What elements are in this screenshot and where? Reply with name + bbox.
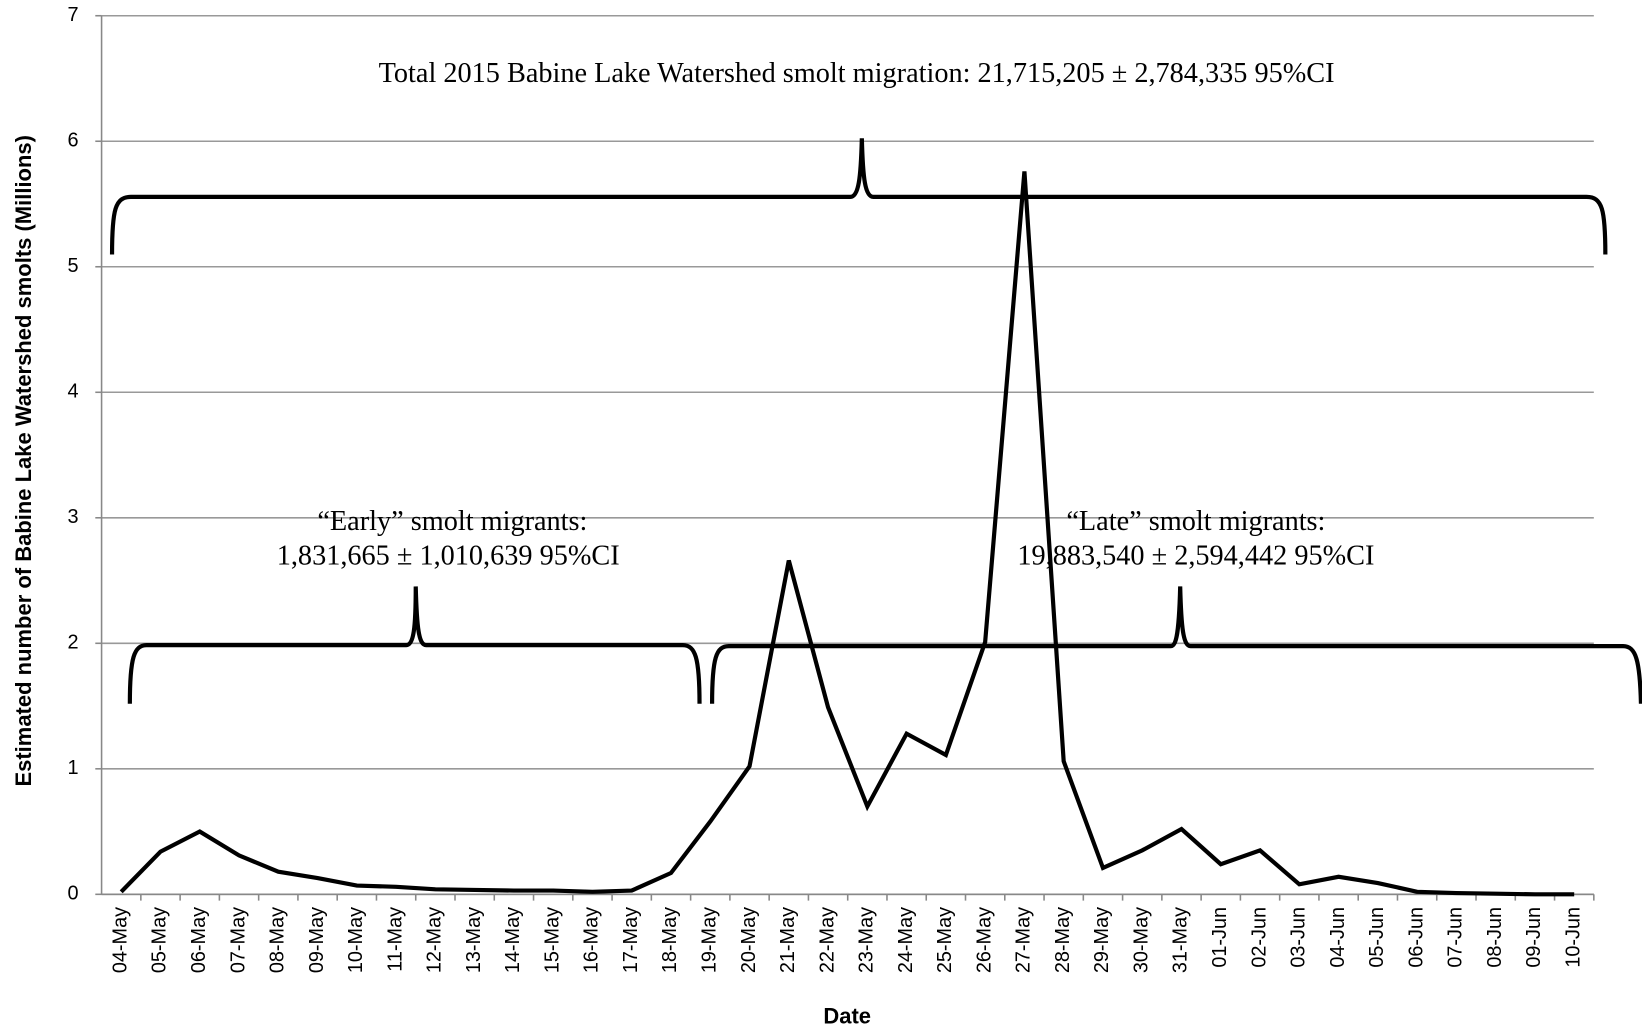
x-tick-label: 17-May — [620, 907, 642, 973]
x-tick-label: 08-May — [267, 907, 289, 973]
x-tick-label: 27-May — [1013, 907, 1035, 973]
x-tick-label: 30-May — [1130, 907, 1152, 973]
late-annotation: “Late” smolt migrants: — [1066, 506, 1325, 537]
x-tick-label: 02-Jun — [1248, 907, 1270, 968]
x-tick-label: 21-May — [777, 907, 799, 973]
x-tick-label: 26-May — [973, 907, 995, 973]
x-tick-label: 12-May — [424, 907, 446, 973]
x-tick-label: 16-May — [581, 907, 603, 973]
y-tick-label: 2 — [67, 632, 78, 654]
y-tick-label: 5 — [67, 255, 78, 277]
x-tick-label: 15-May — [541, 907, 563, 973]
y-tick-label: 0 — [67, 883, 78, 905]
x-tick-label: 09-May — [306, 907, 328, 973]
x-tick-label: 09-Jun — [1523, 907, 1545, 968]
x-tick-label: 11-May — [384, 907, 406, 972]
y-axis-label: Estimated number of Babine Lake Watershe… — [11, 135, 36, 787]
x-tick-label: 06-Jun — [1405, 907, 1427, 968]
early-annotation: “Early” smolt migrants: — [317, 506, 587, 537]
early-annotation: 1,831,665 ± 1,010,639 95%CI — [277, 541, 620, 572]
x-tick-label: 07-May — [227, 907, 249, 973]
late-brace — [709, 586, 1642, 704]
x-tick-label: 03-Jun — [1288, 907, 1310, 968]
x-tick-label: 05-May — [149, 907, 171, 973]
y-tick-label: 1 — [67, 757, 78, 779]
x-tick-label: 18-May — [659, 907, 681, 973]
x-tick-label: 29-May — [1091, 907, 1113, 973]
x-tick-label: 24-May — [895, 907, 917, 973]
x-tick-label: 31-May — [1170, 907, 1192, 973]
x-tick-label: 20-May — [738, 907, 760, 973]
data-line — [119, 171, 1575, 897]
x-tick-label: 04-Jun — [1327, 907, 1349, 968]
x-tick-label: 13-May — [463, 907, 485, 973]
late-annotation: 19,883,540 ± 2,594,442 95%CI — [1017, 541, 1374, 572]
total-brace — [109, 138, 1608, 255]
early-brace — [127, 586, 702, 704]
x-axis-label: Date — [823, 1004, 871, 1029]
x-tick-label: 23-May — [856, 907, 878, 973]
x-tick-label: 25-May — [934, 907, 956, 973]
x-tick-label: 14-May — [502, 907, 524, 973]
x-tick-label: 04-May — [109, 907, 131, 973]
y-tick-label: 4 — [67, 381, 78, 403]
y-tick-label: 6 — [67, 129, 78, 151]
total-annotation: Total 2015 Babine Lake Watershed smolt m… — [379, 58, 1335, 89]
x-tick-label: 05-Jun — [1366, 907, 1388, 968]
x-tick-label: 01-Jun — [1209, 907, 1231, 968]
x-tick-label: 22-May — [816, 907, 838, 973]
y-tick-label: 3 — [67, 506, 78, 528]
x-tick-label: 19-May — [699, 907, 721, 973]
x-tick-label: 07-Jun — [1445, 907, 1467, 968]
y-tick-label: 7 — [67, 4, 78, 26]
x-tick-label: 08-Jun — [1484, 907, 1506, 968]
x-tick-label: 28-May — [1052, 907, 1074, 973]
x-tick-label: 10-Jun — [1562, 907, 1584, 968]
x-tick-label: 06-May — [188, 907, 210, 973]
x-tick-label: 10-May — [345, 907, 367, 973]
